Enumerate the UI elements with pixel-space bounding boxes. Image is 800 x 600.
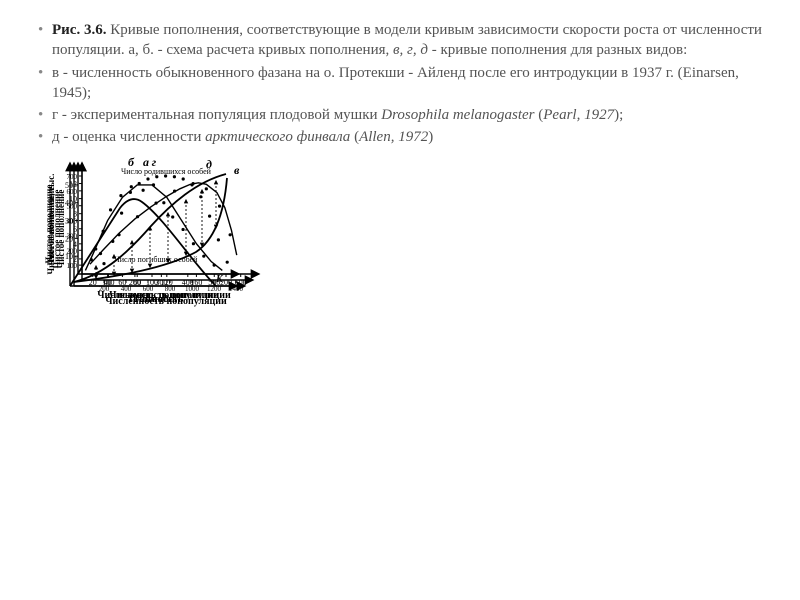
cap-3b: Drosophila melanogaster — [381, 107, 534, 123]
cap-line-3: г - экспериментальная популяция плодовой… — [36, 105, 764, 125]
svg-text:8: 8 — [73, 209, 77, 218]
cap-3e: ); — [614, 107, 623, 123]
svg-text:200: 200 — [129, 278, 141, 287]
svg-text:4: 4 — [73, 239, 77, 248]
svg-text:400: 400 — [182, 278, 194, 287]
cap-4c: ( — [350, 129, 359, 145]
cap-line-1: Рис. 3.6. Кривые пополнения, соответству… — [36, 20, 764, 61]
svg-text:10: 10 — [69, 194, 77, 203]
cap-4e: ) — [428, 129, 433, 145]
cap-4a: д - оценка численности — [52, 129, 205, 145]
xlab-d: Численность попопуляции — [109, 290, 231, 301]
svg-text:2: 2 — [73, 254, 77, 263]
figure-caption: Рис. 3.6. Кривые пополнения, соответству… — [36, 20, 764, 148]
svg-text:500: 500 — [208, 278, 220, 287]
cap-1c: в, г, д — [389, 42, 431, 58]
figure-panels: а Число родившихся особей Число погибших… — [36, 154, 764, 464]
svg-text:6: 6 — [73, 224, 77, 233]
cap-1d: - кривые пополнения для разных видов: — [432, 42, 688, 58]
fig-num: Рис. 3.6. — [52, 22, 110, 38]
svg-text:12: 12 — [69, 179, 77, 188]
svg-text:100: 100 — [102, 278, 114, 287]
cap-line-4: д - оценка численности арктического финв… — [36, 127, 764, 147]
cap-line-2: в - численность обыкновенного фазана на … — [36, 63, 764, 104]
tag-d: д — [206, 157, 212, 171]
panel-d: д 2 4 6 8 10 12 100 200 300 400 500 600 Чистое попо… — [36, 154, 266, 304]
svg-text:300: 300 — [155, 278, 167, 287]
cap-4d: Allen, 1972 — [359, 129, 428, 145]
cap-3c: ( — [535, 107, 544, 123]
cap-4b: арктического финвала — [205, 129, 350, 145]
cap-3d: Pearl, 1927 — [543, 107, 614, 123]
panel-d-svg: д 2 4 6 8 10 12 100 200 300 400 500 600 Чистое попо… — [36, 154, 266, 304]
svg-text:600: 600 — [235, 278, 247, 287]
ylab-d: Чистое пополнение, тыс. — [46, 173, 56, 274]
cap-3a: г - экспериментальная популяция плодовой… — [52, 107, 381, 123]
